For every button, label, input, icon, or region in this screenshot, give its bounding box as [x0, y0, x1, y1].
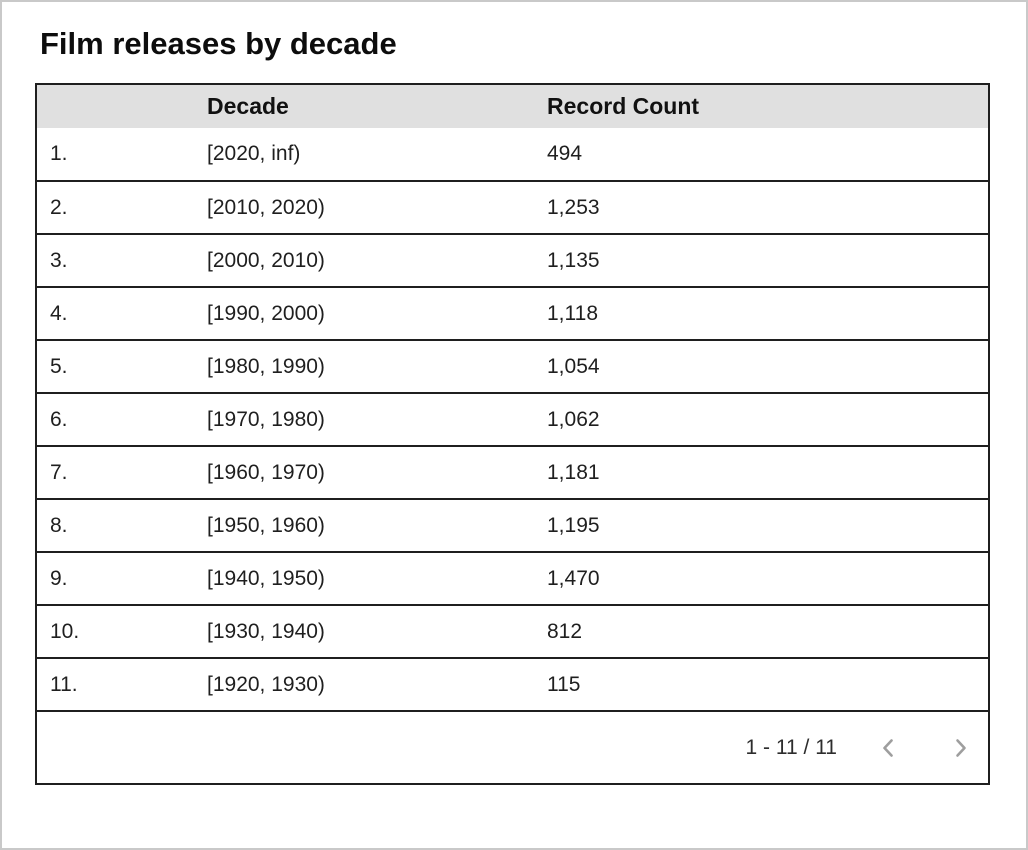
decade-cell: [1960, 1970): [207, 460, 325, 484]
table-row: 7. [1960, 1970) 1,181: [37, 446, 988, 499]
row-index: 4.: [50, 301, 68, 325]
page-title: Film releases by decade: [40, 26, 397, 61]
count-cell: 1,118: [547, 301, 598, 325]
table-row: 2. [2010, 2020) 1,253: [37, 181, 988, 234]
row-index: 9.: [50, 566, 68, 590]
table-footer: 1 - 11 / 11: [37, 712, 988, 783]
next-page-button[interactable]: [946, 734, 974, 762]
chevron-left-icon: [877, 736, 901, 760]
count-cell: 1,062: [547, 407, 600, 431]
count-cell: 1,135: [547, 248, 600, 272]
table-row: 6. [1970, 1980) 1,062: [37, 393, 988, 446]
decade-cell: [1940, 1950): [207, 566, 325, 590]
decade-cell: [1920, 1930): [207, 672, 325, 696]
table-row: 4. [1990, 2000) 1,118: [37, 287, 988, 340]
decade-cell: [1950, 1960): [207, 513, 325, 537]
decade-cell: [2010, 2020): [207, 195, 325, 219]
row-index: 7.: [50, 460, 68, 484]
row-index: 8.: [50, 513, 68, 537]
row-index: 5.: [50, 354, 68, 378]
decade-cell: [2000, 2010): [207, 248, 325, 272]
row-index: 11.: [50, 672, 78, 696]
count-cell: 1,253: [547, 195, 600, 219]
table-row: 5. [1980, 1990) 1,054: [37, 340, 988, 393]
table-row: 9. [1940, 1950) 1,470: [37, 552, 988, 605]
count-cell: 1,181: [547, 460, 600, 484]
chevron-right-icon: [948, 736, 972, 760]
table-row: 11. [1920, 1930) 115: [37, 658, 988, 711]
table-row: 10. [1930, 1940) 812: [37, 605, 988, 658]
prev-page-button[interactable]: [875, 734, 903, 762]
count-cell: 1,470: [547, 566, 600, 590]
count-cell: 115: [547, 672, 581, 696]
row-index: 6.: [50, 407, 68, 431]
table-row: 8. [1950, 1960) 1,195: [37, 499, 988, 552]
row-index: 2.: [50, 195, 68, 219]
row-index: 1.: [50, 142, 68, 165]
row-index: 3.: [50, 248, 68, 272]
decade-cell: [2020, inf): [207, 142, 301, 165]
data-table: Decade Record Count 1. [2020, inf) 494 2…: [37, 85, 988, 712]
decade-cell: [1990, 2000): [207, 301, 325, 325]
count-cell: 1,195: [547, 513, 600, 537]
col-header-decade[interactable]: Decade: [207, 85, 547, 128]
decade-cell: [1970, 1980): [207, 407, 325, 431]
count-cell: 812: [547, 619, 583, 643]
count-cell: 494: [547, 142, 583, 165]
decade-cell: [1930, 1940): [207, 619, 325, 643]
table-row: 3. [2000, 2010) 1,135: [37, 234, 988, 287]
pagination-label: 1 - 11 / 11: [745, 735, 837, 759]
table-row: 1. [2020, inf) 494: [37, 128, 988, 181]
row-index: 10.: [50, 619, 80, 643]
table-header-row: Decade Record Count: [37, 85, 988, 128]
table-chart: Decade Record Count 1. [2020, inf) 494 2…: [35, 83, 990, 785]
col-header-record-count[interactable]: Record Count: [547, 85, 988, 128]
count-cell: 1,054: [547, 354, 600, 378]
col-header-index: [37, 85, 207, 128]
decade-cell: [1980, 1990): [207, 354, 325, 378]
